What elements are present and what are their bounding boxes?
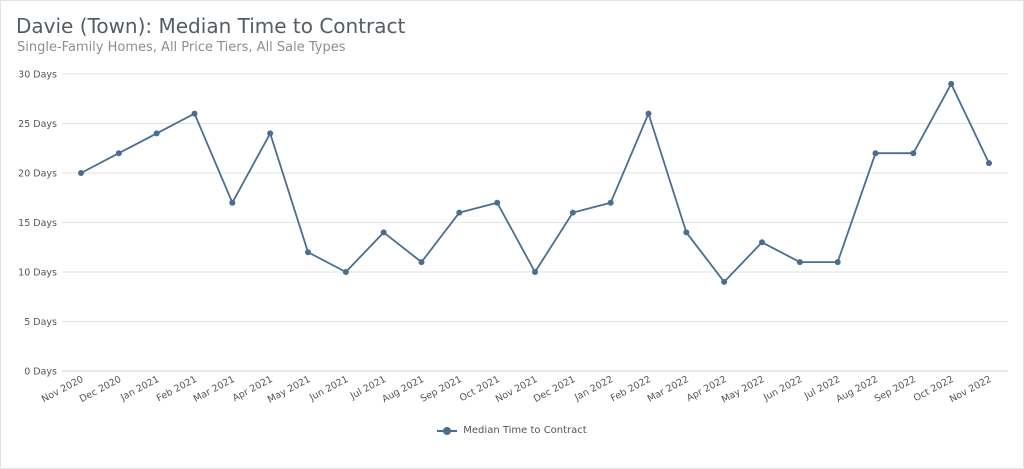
x-tick-label: Jan 2021: [118, 374, 161, 404]
series-line: [80, 83, 990, 283]
legend-swatch: [437, 426, 458, 436]
y-tick-label: 5 Days: [24, 317, 57, 328]
y-tick-label: 10 Days: [18, 268, 57, 279]
data-point[interactable]: [986, 160, 992, 167]
y-tick-label: 25 Days: [18, 119, 57, 130]
data-point[interactable]: [872, 150, 879, 157]
x-tick-label: Dec 2021: [532, 374, 577, 405]
data-point[interactable]: [796, 259, 803, 266]
chart-title: Davie (Town): Median Time to Contract: [16, 14, 406, 38]
data-point[interactable]: [153, 130, 160, 137]
data-point[interactable]: [305, 249, 311, 256]
x-tick-label: Nov 2021: [494, 374, 540, 405]
data-point[interactable]: [721, 278, 728, 285]
data-point[interactable]: [569, 209, 576, 216]
data-point[interactable]: [456, 209, 463, 216]
data-point[interactable]: [910, 150, 917, 157]
x-tick-label: May 2022: [720, 374, 767, 406]
x-tick-label: May 2021: [266, 374, 313, 406]
data-point[interactable]: [607, 199, 614, 206]
data-point[interactable]: [78, 170, 84, 176]
chart-subtitle: Single-Family Homes, All Price Tiers, Al…: [17, 40, 346, 55]
legend-item[interactable]: Median Time to Contract: [437, 425, 587, 436]
x-tick-label: Jan 2022: [572, 374, 615, 404]
legend: Median Time to Contract: [0, 425, 1024, 439]
data-point[interactable]: [759, 239, 765, 246]
x-tick-label: Feb 2021: [155, 374, 199, 404]
y-tick-label: 20 Days: [18, 169, 57, 180]
data-point[interactable]: [229, 199, 236, 206]
y-tick-label: 0 Days: [24, 367, 57, 378]
y-tick-label: 15 Days: [18, 218, 57, 229]
x-tick-label: Nov 2020: [40, 374, 86, 405]
data-point[interactable]: [494, 199, 501, 206]
data-point[interactable]: [115, 150, 122, 157]
data-point[interactable]: [191, 110, 198, 117]
x-tick-label: Mar 2022: [646, 374, 691, 405]
x-tick-label: Jun 2022: [761, 374, 804, 404]
x-tick-label: Sep 2022: [873, 374, 918, 405]
x-tick-label: Dec 2020: [78, 374, 123, 405]
data-point[interactable]: [645, 110, 652, 117]
x-tick-label: Aug 2022: [834, 374, 880, 405]
x-tick-label: Nov 2022: [948, 374, 994, 405]
data-point[interactable]: [380, 229, 387, 236]
x-tick-label: Jun 2021: [307, 374, 350, 404]
data-point[interactable]: [267, 130, 274, 137]
data-point[interactable]: [532, 269, 538, 275]
data-point[interactable]: [683, 229, 690, 236]
x-tick-label: Mar 2021: [192, 374, 237, 405]
legend-label: Median Time to Contract: [463, 425, 587, 436]
x-tick-label: Aug 2021: [380, 374, 426, 405]
data-point[interactable]: [418, 259, 425, 266]
y-tick-label: 30 Days: [18, 70, 57, 81]
data-point[interactable]: [342, 269, 349, 275]
data-point[interactable]: [834, 259, 841, 266]
data-point[interactable]: [948, 80, 955, 87]
x-tick-label: Feb 2022: [609, 374, 653, 404]
x-tick-label: Sep 2021: [419, 374, 464, 405]
